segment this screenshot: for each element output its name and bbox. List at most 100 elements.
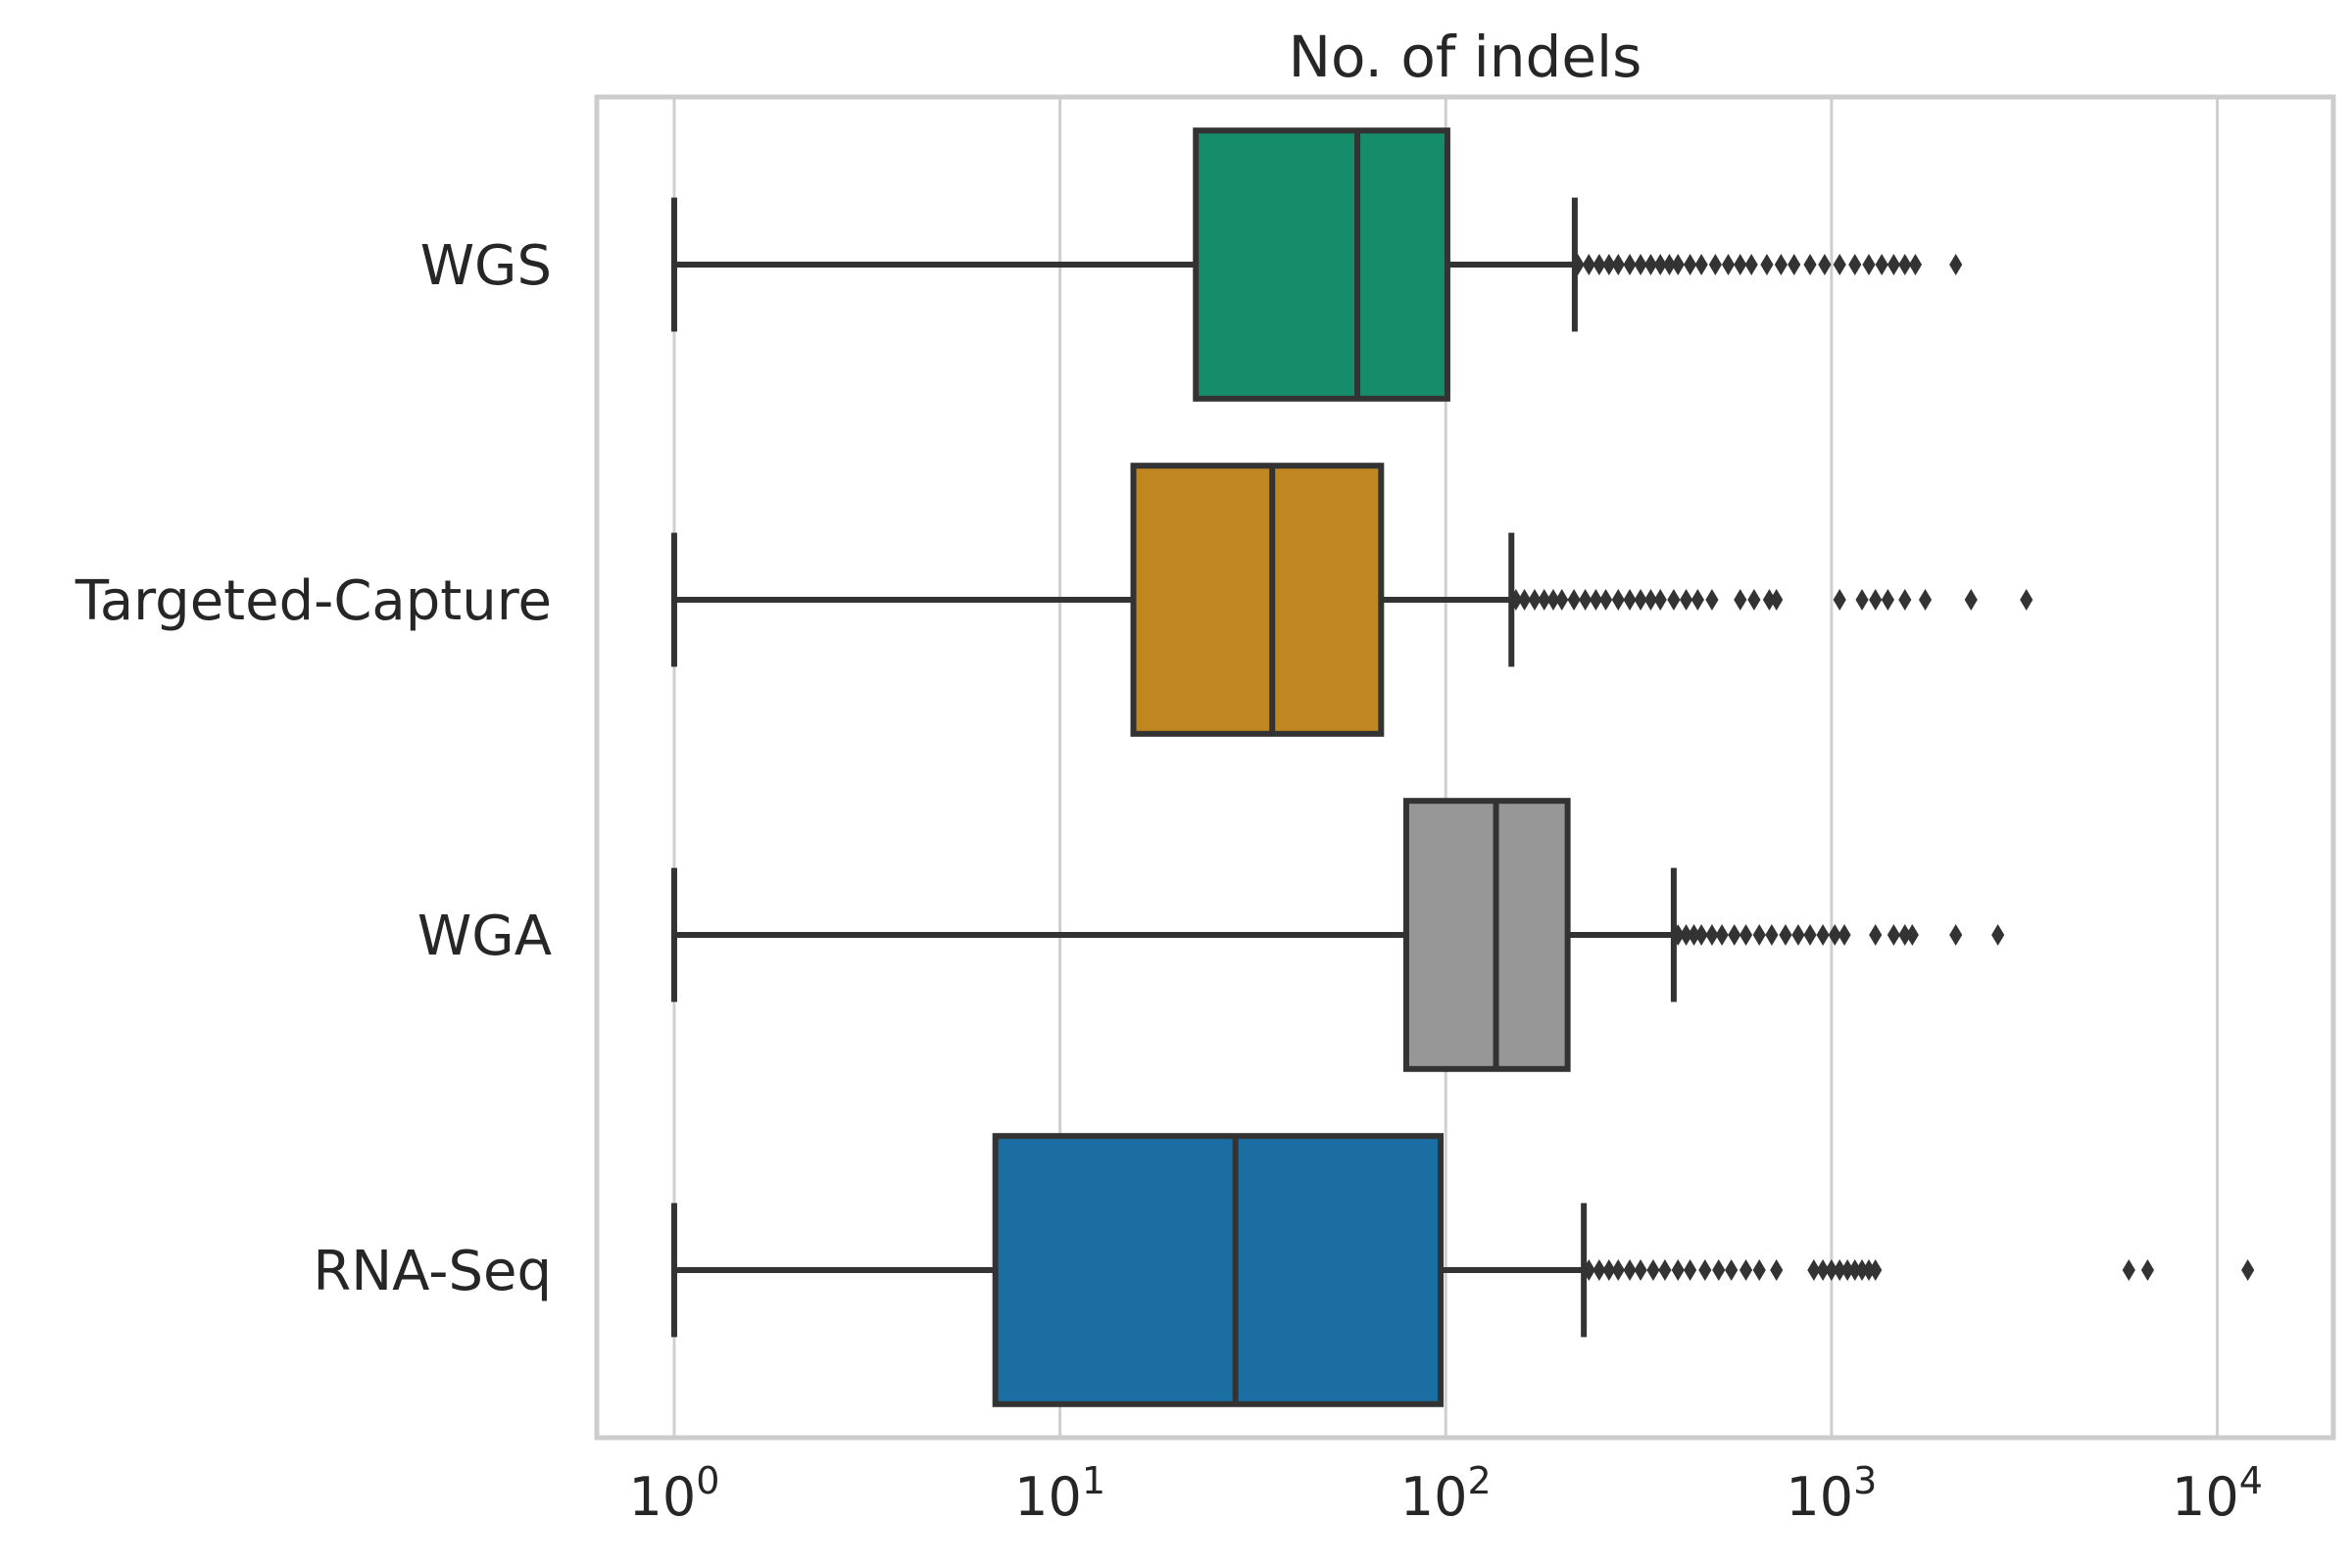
iqr-box bbox=[1193, 127, 1450, 402]
outlier-point bbox=[1803, 254, 1817, 275]
outlier-point bbox=[1671, 1259, 1685, 1281]
outlier-point bbox=[1752, 924, 1766, 946]
outlier-point bbox=[1739, 924, 1753, 946]
outlier-point bbox=[1708, 254, 1722, 275]
outlier-point bbox=[1653, 589, 1667, 611]
outlier-point bbox=[1949, 924, 1963, 946]
x-tick-base: 10 bbox=[1014, 1466, 1082, 1528]
outlier-point bbox=[1623, 589, 1637, 611]
outlier-point bbox=[1818, 254, 1832, 275]
iqr-box bbox=[992, 1133, 1445, 1407]
outlier-point bbox=[1848, 254, 1862, 275]
outlier-point bbox=[1734, 254, 1747, 275]
outlier-point bbox=[1816, 924, 1830, 946]
outlier-point bbox=[1653, 254, 1667, 275]
outlier-point bbox=[1698, 1259, 1712, 1281]
outlier-point bbox=[1518, 589, 1532, 611]
outlier-point bbox=[1833, 589, 1846, 611]
outlier-point bbox=[1611, 1259, 1625, 1281]
outlier-point bbox=[1807, 1259, 1821, 1281]
outlier-point bbox=[1611, 254, 1625, 275]
outlier-point bbox=[1788, 254, 1801, 275]
outlier-point bbox=[1611, 589, 1625, 611]
outlier-point bbox=[1898, 254, 1912, 275]
outlier-point bbox=[1634, 1259, 1647, 1281]
outlier-point bbox=[1712, 1259, 1726, 1281]
y-tick-label: RNA-Seq bbox=[313, 1240, 552, 1303]
outlier-point bbox=[1592, 254, 1606, 275]
outlier-point bbox=[1715, 924, 1729, 946]
x-tick-label: 102 bbox=[1400, 1459, 1492, 1528]
outlier-point bbox=[1667, 589, 1681, 611]
outlier-point bbox=[1555, 589, 1569, 611]
box-wgs bbox=[670, 127, 1963, 402]
outlier-point bbox=[1779, 924, 1792, 946]
outlier-point bbox=[1546, 589, 1560, 611]
outlier-point bbox=[1869, 924, 1883, 946]
outlier-point bbox=[1671, 254, 1685, 275]
outlier-point bbox=[1634, 589, 1647, 611]
outlier-point bbox=[1744, 254, 1758, 275]
outlier-point bbox=[1828, 924, 1841, 946]
outlier-point bbox=[1833, 254, 1846, 275]
outlier-point bbox=[1567, 589, 1581, 611]
x-tick-exponent: 0 bbox=[696, 1459, 719, 1502]
outlier-point bbox=[1816, 1259, 1830, 1281]
box-wga bbox=[670, 798, 2005, 1072]
x-tick-label: 100 bbox=[629, 1459, 720, 1528]
outlier-point bbox=[1760, 254, 1774, 275]
outlier-point bbox=[1643, 589, 1658, 611]
x-tick-label: 104 bbox=[2172, 1459, 2263, 1528]
x-tick-base: 10 bbox=[1786, 1466, 1853, 1528]
outlier-point bbox=[1862, 254, 1876, 275]
outlier-point bbox=[1770, 589, 1784, 611]
outlier-point bbox=[1582, 254, 1595, 275]
outlier-point bbox=[1602, 254, 1616, 275]
x-tick-exponent: 4 bbox=[2239, 1459, 2263, 1502]
outlier-point bbox=[2241, 1259, 2255, 1281]
x-tick-base: 10 bbox=[2172, 1466, 2239, 1528]
box-targeted-capture bbox=[670, 463, 2034, 737]
outlier-point bbox=[1725, 1259, 1739, 1281]
outlier-point bbox=[1765, 924, 1779, 946]
plot-frame bbox=[594, 94, 2336, 1441]
outlier-point bbox=[1949, 254, 1963, 275]
x-tick-exponent: 2 bbox=[1468, 1459, 1492, 1502]
outlier-point bbox=[1646, 1259, 1660, 1281]
box-series bbox=[670, 127, 2255, 1407]
outlier-point bbox=[1662, 254, 1677, 275]
y-tick-label: WGA bbox=[417, 905, 552, 968]
outlier-point bbox=[1886, 254, 1900, 275]
outlier-point bbox=[1684, 254, 1697, 275]
x-tick-exponent: 1 bbox=[1082, 1459, 1105, 1502]
outlier-point bbox=[1791, 924, 1805, 946]
outlier-point bbox=[1770, 1259, 1784, 1281]
outlier-point bbox=[1679, 589, 1693, 611]
outlier-point bbox=[1623, 254, 1637, 275]
outlier-point bbox=[1658, 1259, 1672, 1281]
outlier-point bbox=[1721, 254, 1736, 275]
outlier-point bbox=[1690, 589, 1704, 611]
outlier-point bbox=[1747, 589, 1761, 611]
outlier-point bbox=[1579, 589, 1592, 611]
outlier-point bbox=[1869, 1259, 1883, 1281]
x-tick-base: 10 bbox=[629, 1466, 697, 1528]
outlier-point bbox=[1898, 589, 1912, 611]
outlier-point bbox=[1589, 589, 1603, 611]
outlier-point bbox=[1694, 254, 1708, 275]
outlier-point bbox=[1592, 1259, 1606, 1281]
box-rna-seq bbox=[670, 1133, 2255, 1407]
outlier-point bbox=[1602, 1259, 1616, 1281]
outlier-point bbox=[1538, 589, 1551, 611]
outlier-point bbox=[1752, 1259, 1766, 1281]
outlier-point bbox=[1694, 924, 1708, 946]
outlier-point bbox=[1728, 924, 1741, 946]
outlier-point bbox=[1886, 924, 1900, 946]
outlier-point bbox=[1774, 254, 1788, 275]
outlier-point bbox=[1905, 924, 1919, 946]
outlier-point bbox=[1509, 589, 1523, 611]
outlier-point bbox=[1634, 254, 1647, 275]
outlier-point bbox=[1803, 924, 1817, 946]
outlier-point bbox=[1571, 254, 1585, 275]
outlier-point bbox=[1739, 1259, 1753, 1281]
